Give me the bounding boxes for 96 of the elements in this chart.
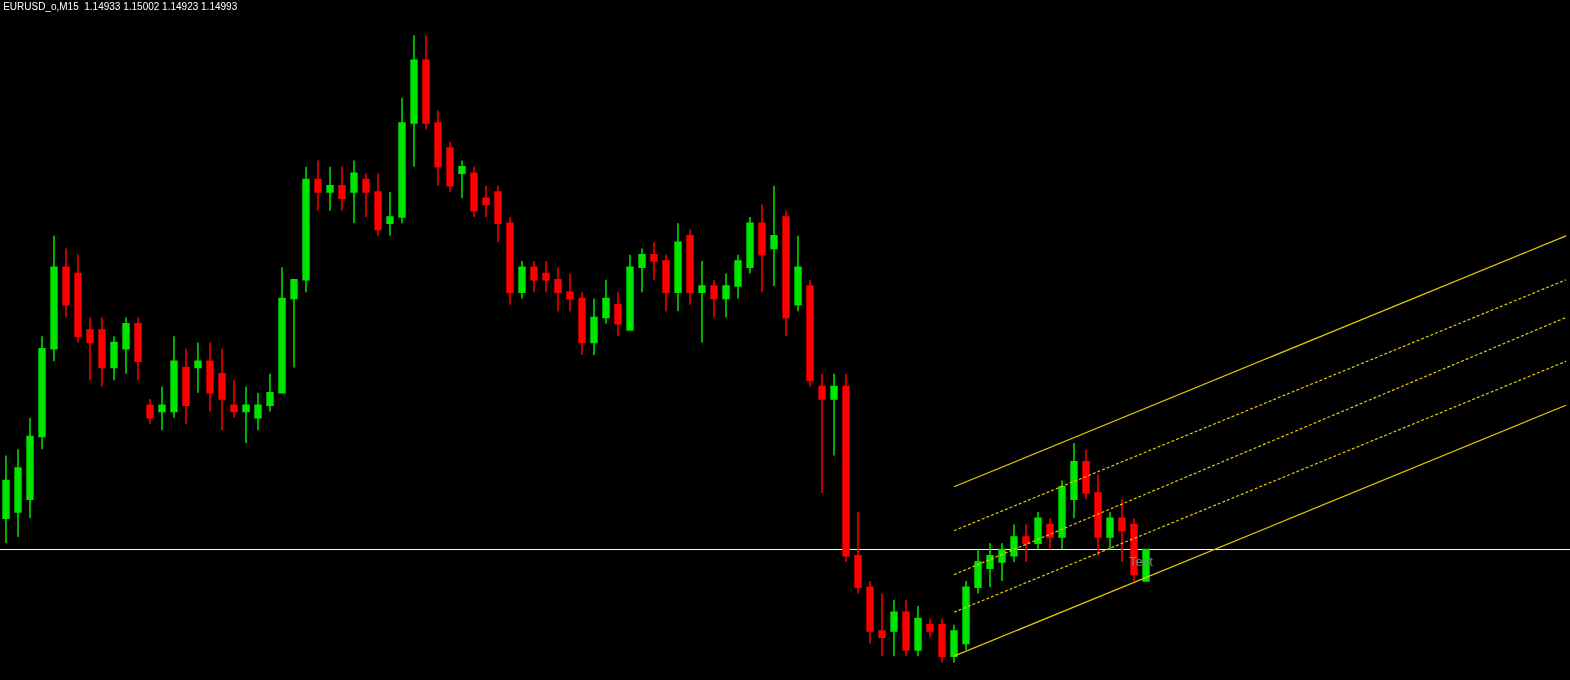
candlestick [530,260,538,294]
candlestick [914,605,922,657]
candlestick [230,379,238,419]
candlestick [866,580,874,645]
candlestick [98,316,106,388]
candlestick [1034,511,1042,551]
candlestick [278,266,286,394]
candlestick [998,542,1006,582]
candlestick [362,172,370,218]
candlestick [1058,479,1066,551]
candlestick [158,385,166,432]
candlestick [206,341,214,413]
candlestick [1046,517,1054,551]
candlestick [254,391,262,432]
candlestick [422,34,430,130]
candlestick [842,373,850,563]
candlestick [890,598,898,657]
candlestick [770,184,778,287]
candlestick [326,166,334,212]
candlestick [746,216,754,275]
candlestick [1082,448,1090,501]
candlestick [386,191,394,237]
candlestick [1070,442,1078,519]
candlestick [782,210,790,337]
candlestick [554,266,562,312]
candlestick [242,385,250,444]
candlestick [818,373,826,494]
candlestick [134,316,142,381]
candlestick [674,222,682,312]
candlestick [1094,473,1102,557]
candlestick [614,291,622,337]
candlestick [446,141,454,193]
candlestick [290,279,298,369]
candlestick [350,159,358,225]
candlestick [794,235,802,312]
candlestick [722,272,730,319]
candlestick [566,272,574,312]
candlestick [38,335,46,450]
candlestick [194,341,202,394]
candlestick [434,109,442,187]
candlestick [950,624,958,664]
candlestick [1106,511,1114,551]
candlestick [218,348,226,432]
candlestick [902,598,910,657]
candlestick [626,253,634,331]
candlestick [338,166,346,212]
candlestick [734,253,742,300]
candlestick [962,580,970,651]
candlestick [62,247,70,319]
candlestick [1010,523,1018,563]
candlestick [374,172,382,237]
candlestick [578,291,586,356]
chart-title: EURUSD_o,M15 1.14933 1.15002 1.14923 1.14993 [3,1,238,13]
candlestick [74,253,82,344]
candlestick [938,617,946,664]
candlestick [1022,523,1030,563]
candlestick [638,247,646,294]
candlestick [830,373,838,457]
candlestick [542,260,550,294]
candlestick [410,34,418,168]
candlestick [458,159,466,199]
candlestick [518,260,526,300]
candlestick [266,373,274,413]
candlestick [878,592,886,657]
candlestick [470,166,478,218]
candlestick [110,335,118,381]
candlestick [122,316,130,375]
candlestick [974,548,982,595]
candlestick [686,228,694,306]
candlestick [806,279,814,388]
candlestick [986,542,994,588]
candlestick [14,448,22,538]
candlestick [26,417,34,519]
candlestick [170,335,178,419]
candlestick [182,348,190,425]
candlestick [314,159,322,212]
candlestick [698,260,706,344]
candlestick [926,617,934,639]
candlestick [482,184,490,218]
candlestick [710,279,718,319]
candlestick [854,511,862,595]
candlestick [302,166,310,294]
candlestick [602,279,610,325]
ref-line-label: Text [1129,554,1154,569]
candlestick [662,253,670,312]
candlestick [1118,498,1126,563]
candlestick [494,184,502,243]
candlestick [758,203,766,294]
candlestick [146,398,154,425]
candlestick [590,297,598,356]
candlestick [398,97,406,225]
candlestick [86,316,94,381]
candlestick [50,235,58,363]
candlestick [2,454,10,544]
candlestick [506,216,514,306]
candlestick [650,241,658,281]
